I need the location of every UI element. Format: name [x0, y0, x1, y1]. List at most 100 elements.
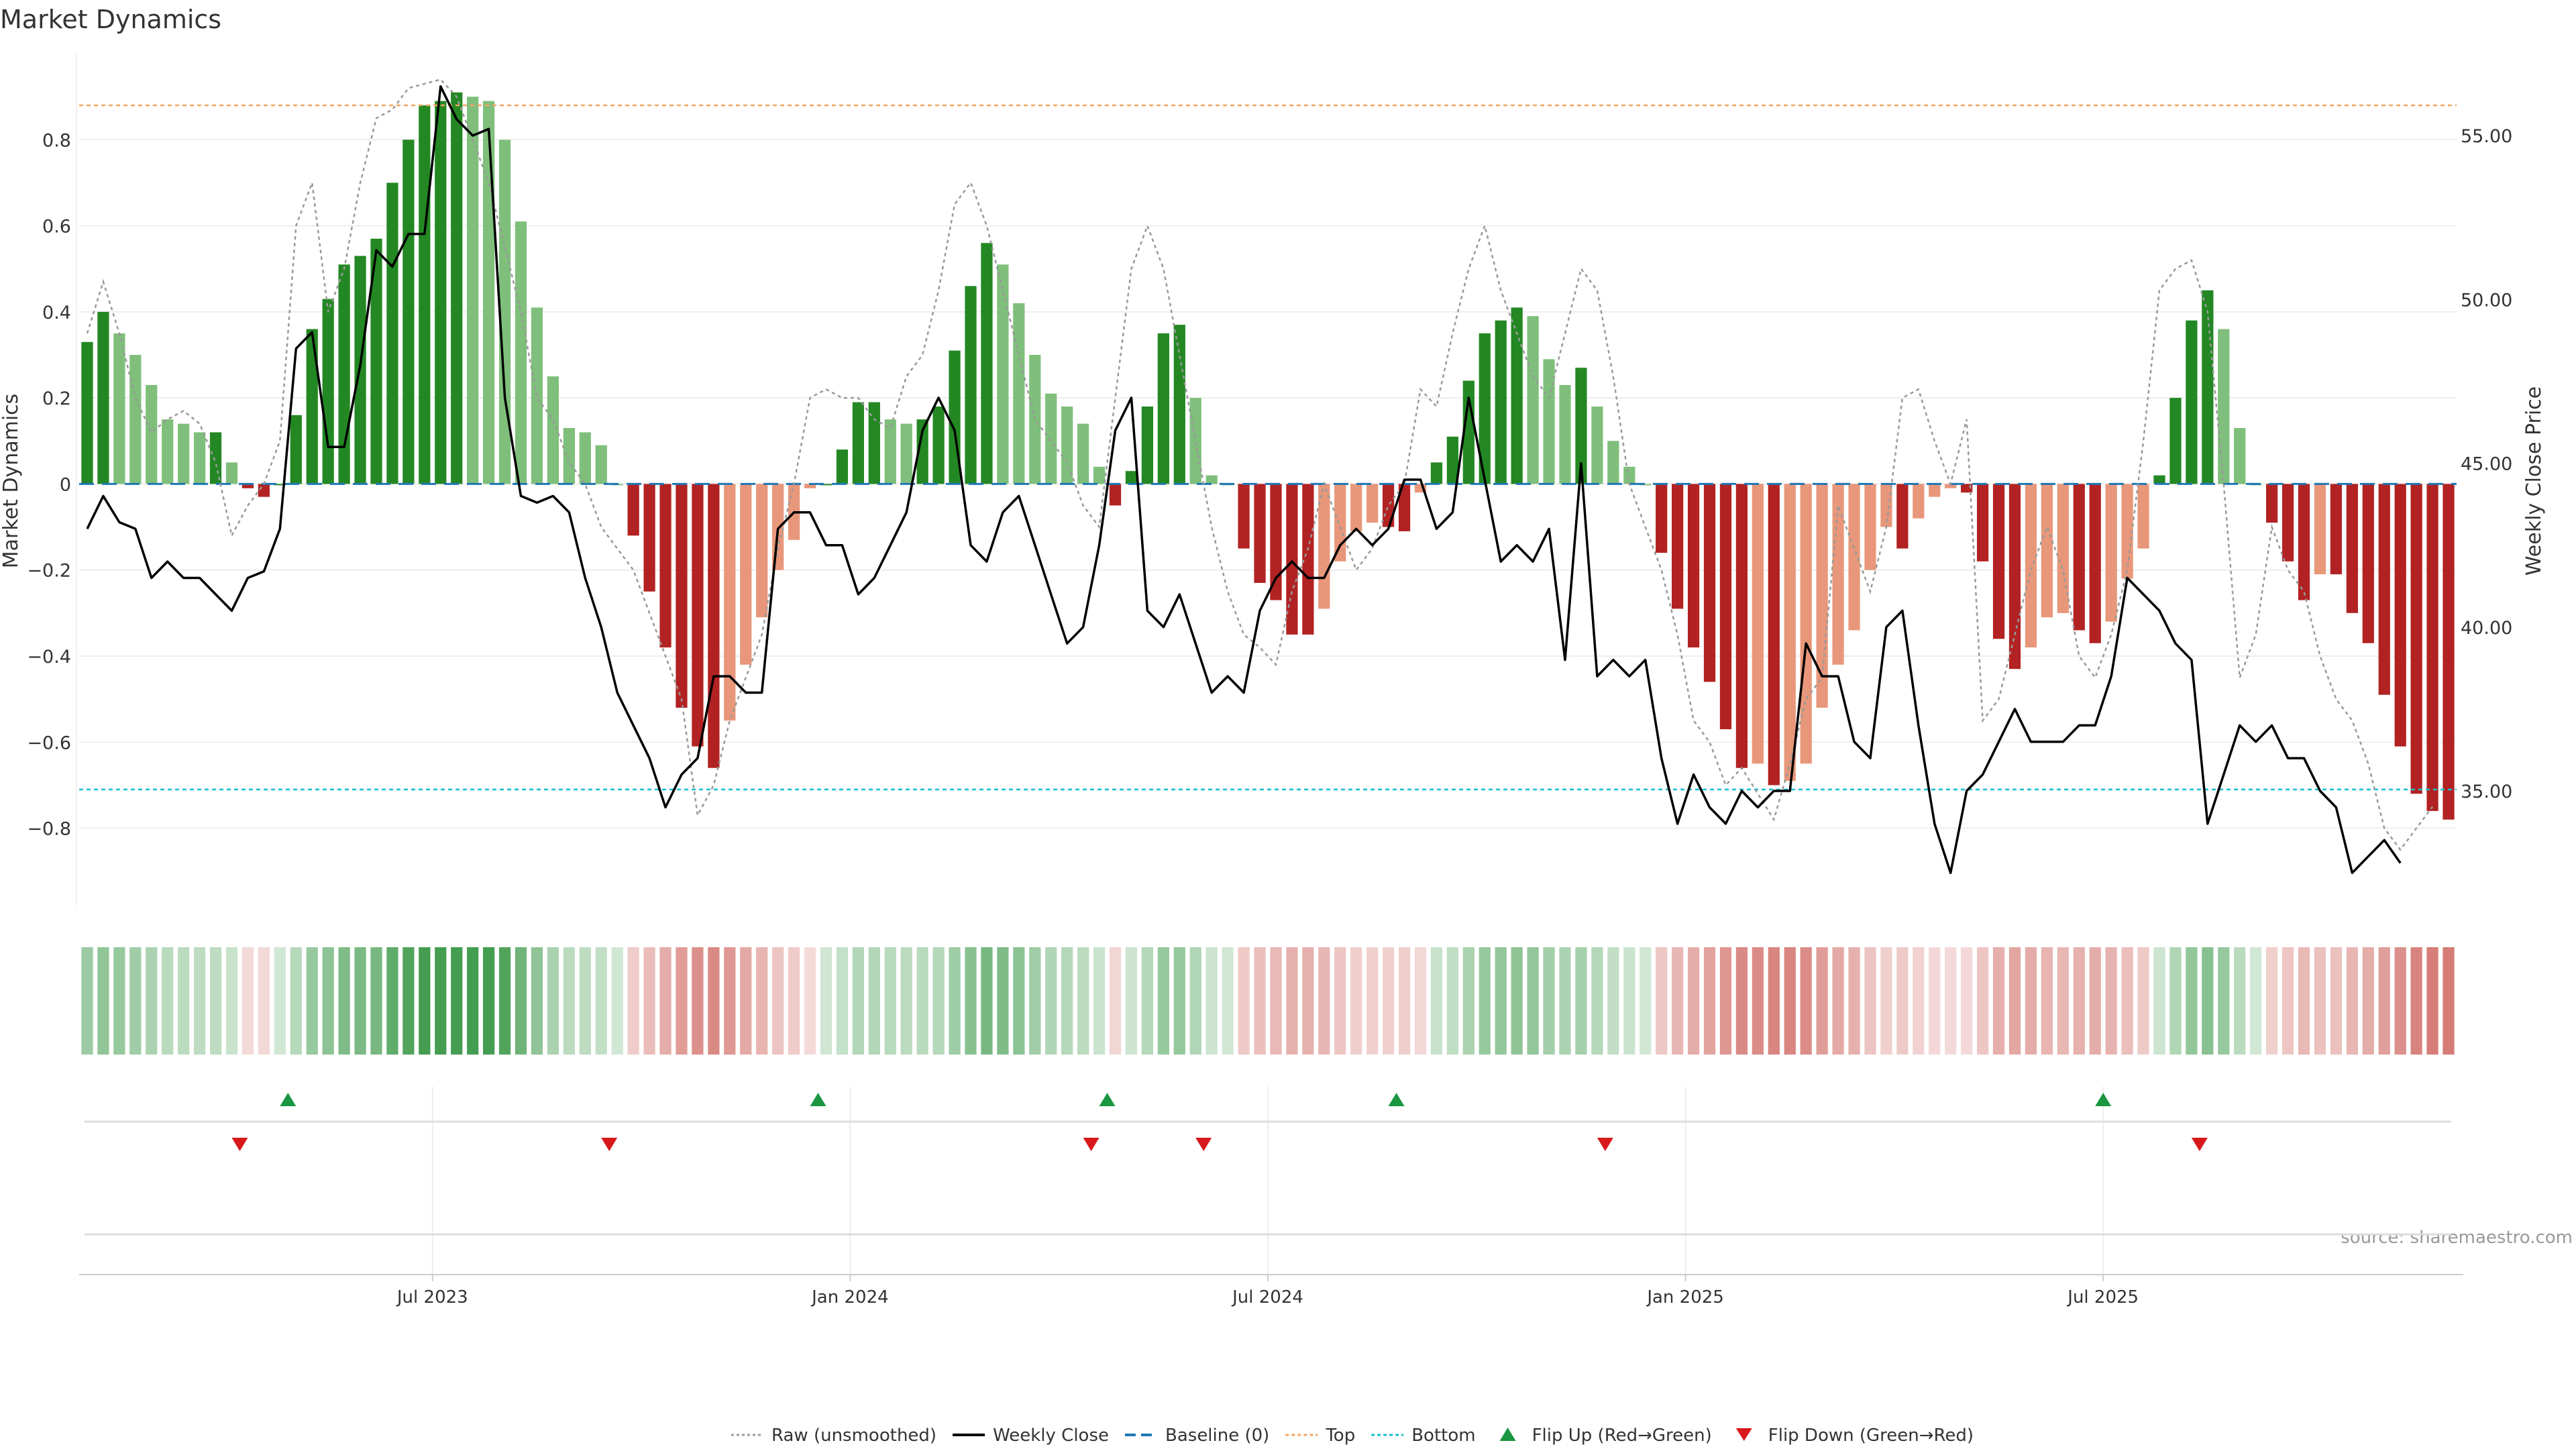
bar	[1607, 441, 1619, 484]
bar	[2186, 320, 2198, 484]
bar	[258, 484, 270, 497]
strip-cell	[643, 947, 655, 1055]
strip-cell	[241, 947, 254, 1055]
strip-cell	[146, 947, 158, 1055]
bar	[2169, 398, 2182, 484]
y-tick-label-right: 40.00	[2461, 618, 2512, 639]
bar	[386, 182, 398, 484]
bar	[2218, 329, 2230, 484]
bar	[1366, 484, 1379, 523]
strip-cell	[611, 947, 623, 1055]
bar	[1446, 436, 1458, 484]
bar	[981, 243, 993, 484]
strip-cell	[1768, 947, 1780, 1055]
flip-down-marker	[1083, 1138, 1099, 1151]
y-tick-label-right: 55.00	[2461, 126, 2512, 147]
strip-cell	[1495, 947, 1507, 1055]
bar	[804, 484, 816, 488]
bar	[1270, 484, 1282, 600]
legend-item-baseline: Baseline (0)	[1125, 1426, 1269, 1446]
strip-cell	[1656, 947, 1668, 1055]
strip-cell	[2025, 947, 2037, 1055]
legend-label: Baseline (0)	[1165, 1426, 1269, 1446]
bar	[2378, 484, 2390, 695]
strip-cell	[1109, 947, 1122, 1055]
strip-cell	[1125, 947, 1138, 1055]
flip-down-marker	[2191, 1138, 2208, 1151]
strip-cell	[1816, 947, 1828, 1055]
bar	[1430, 462, 1443, 484]
strip-cell	[820, 947, 833, 1055]
bar	[1784, 484, 1796, 781]
strip-cell	[1735, 947, 1748, 1055]
strip-cell	[419, 947, 431, 1055]
raw-series-line	[86, 78, 2434, 851]
bar	[820, 484, 833, 486]
strip-cell	[949, 947, 961, 1055]
strip-cell	[2089, 947, 2101, 1055]
strip-cell	[1189, 947, 1201, 1055]
strip-cell	[370, 947, 382, 1055]
strip-cell	[2153, 947, 2165, 1055]
strip-cell	[322, 947, 334, 1055]
bar	[1800, 484, 1812, 764]
strip-cell	[2394, 947, 2406, 1055]
strip-cell	[1961, 947, 1973, 1055]
flip-up-marker	[810, 1093, 826, 1106]
strip-cell	[1623, 947, 1635, 1055]
dynamics-bars	[81, 92, 2455, 820]
strip-cell	[1446, 947, 1458, 1055]
strip-cell	[788, 947, 800, 1055]
strip-cell	[1913, 947, 1925, 1055]
bar	[1896, 484, 1909, 549]
y-tick-label-right: 35.00	[2461, 782, 2512, 802]
strip-cell	[1061, 947, 1073, 1055]
legend: Raw (unsmoothed) Weekly Close Baseline (0)…	[731, 1426, 1974, 1446]
legend-item-raw: Raw (unsmoothed)	[731, 1426, 936, 1446]
y-tick-label-left: −0.4	[27, 647, 71, 667]
strip-cell	[1382, 947, 1395, 1055]
strip-cell	[2314, 947, 2326, 1055]
legend-item-close: Weekly Close	[953, 1426, 1109, 1446]
strip-cell	[1414, 947, 1427, 1055]
strip-cell	[2008, 947, 2021, 1055]
bar	[708, 484, 720, 768]
strip-cell	[1334, 947, 1346, 1055]
bar	[1640, 484, 1652, 486]
y-tick-label-left: 0.4	[42, 303, 71, 323]
bar	[1559, 384, 1571, 484]
strip-cell	[1992, 947, 2005, 1055]
strip-cell	[1013, 947, 1025, 1055]
strip-cell	[1880, 947, 1892, 1055]
legend-item-flipdown: Flip Down (Green→Red)	[1735, 1426, 1974, 1446]
bar	[2121, 484, 2133, 579]
strip-cell	[836, 947, 849, 1055]
bar	[692, 484, 704, 747]
bar	[1013, 303, 1025, 484]
strip-cell	[354, 947, 366, 1055]
strip-cell	[981, 947, 993, 1055]
strip-cell	[2218, 947, 2230, 1055]
bar	[547, 376, 559, 484]
bar	[435, 101, 447, 484]
strip-cell	[1462, 947, 1474, 1055]
strip-cell	[1832, 947, 1844, 1055]
bar	[1495, 320, 1507, 484]
bar	[2298, 484, 2310, 600]
strip-cell	[1896, 947, 1909, 1055]
bar	[1350, 484, 1362, 531]
strip-cell	[772, 947, 784, 1055]
x-tick-label: Jul 2024	[1231, 1287, 1303, 1307]
strip-cell	[1205, 947, 1218, 1055]
strip-cell	[740, 947, 752, 1055]
bar	[1656, 484, 1668, 553]
strip-cell	[2137, 947, 2149, 1055]
strip-cell	[274, 947, 286, 1055]
strip-cell	[498, 947, 511, 1055]
bar	[1286, 484, 1298, 635]
bar	[676, 484, 688, 708]
strip-cell	[2266, 947, 2278, 1055]
bar	[1543, 359, 1555, 484]
y-tick-label-left: −0.8	[27, 819, 71, 840]
